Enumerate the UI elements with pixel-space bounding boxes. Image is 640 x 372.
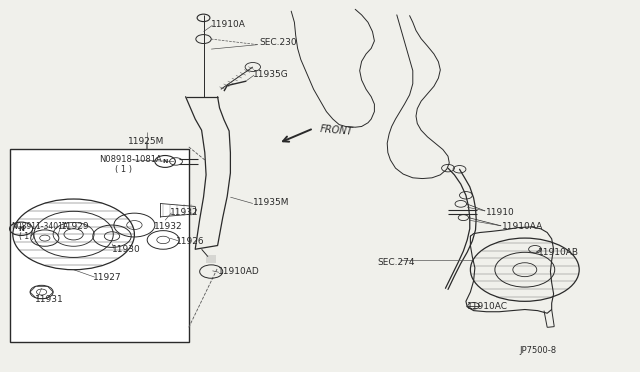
Text: 11935M: 11935M bbox=[253, 198, 289, 207]
Text: ( 1 ): ( 1 ) bbox=[19, 232, 35, 241]
Text: 11927: 11927 bbox=[93, 273, 122, 282]
Text: 11910AC: 11910AC bbox=[467, 302, 508, 311]
Text: 11910: 11910 bbox=[486, 208, 515, 217]
Text: FRONT: FRONT bbox=[320, 124, 354, 137]
Text: 11932: 11932 bbox=[170, 208, 198, 217]
Text: 11910AA: 11910AA bbox=[502, 222, 543, 231]
Bar bbox=[10, 149, 189, 342]
Text: 11930: 11930 bbox=[112, 245, 141, 254]
Text: 11925M: 11925M bbox=[128, 137, 164, 146]
Text: SEC.274: SEC.274 bbox=[378, 258, 415, 267]
Text: N08918-1081A: N08918-1081A bbox=[99, 155, 162, 164]
Text: 11929: 11929 bbox=[61, 222, 90, 231]
Text: N08911-3401A: N08911-3401A bbox=[12, 222, 68, 231]
Text: 11931: 11931 bbox=[35, 295, 64, 304]
Text: 11935G: 11935G bbox=[253, 70, 289, 79]
Text: N: N bbox=[18, 226, 24, 232]
Text: 11932: 11932 bbox=[154, 222, 182, 231]
Text: ( 1 ): ( 1 ) bbox=[115, 165, 132, 174]
Text: 11910AB: 11910AB bbox=[538, 248, 579, 257]
Text: 11910AD: 11910AD bbox=[218, 267, 259, 276]
Text: JP7500-8: JP7500-8 bbox=[520, 346, 557, 355]
Text: N: N bbox=[163, 159, 168, 164]
Text: SEC.230: SEC.230 bbox=[259, 38, 297, 47]
Text: 11910A: 11910A bbox=[211, 20, 246, 29]
Text: 11926: 11926 bbox=[176, 237, 205, 246]
